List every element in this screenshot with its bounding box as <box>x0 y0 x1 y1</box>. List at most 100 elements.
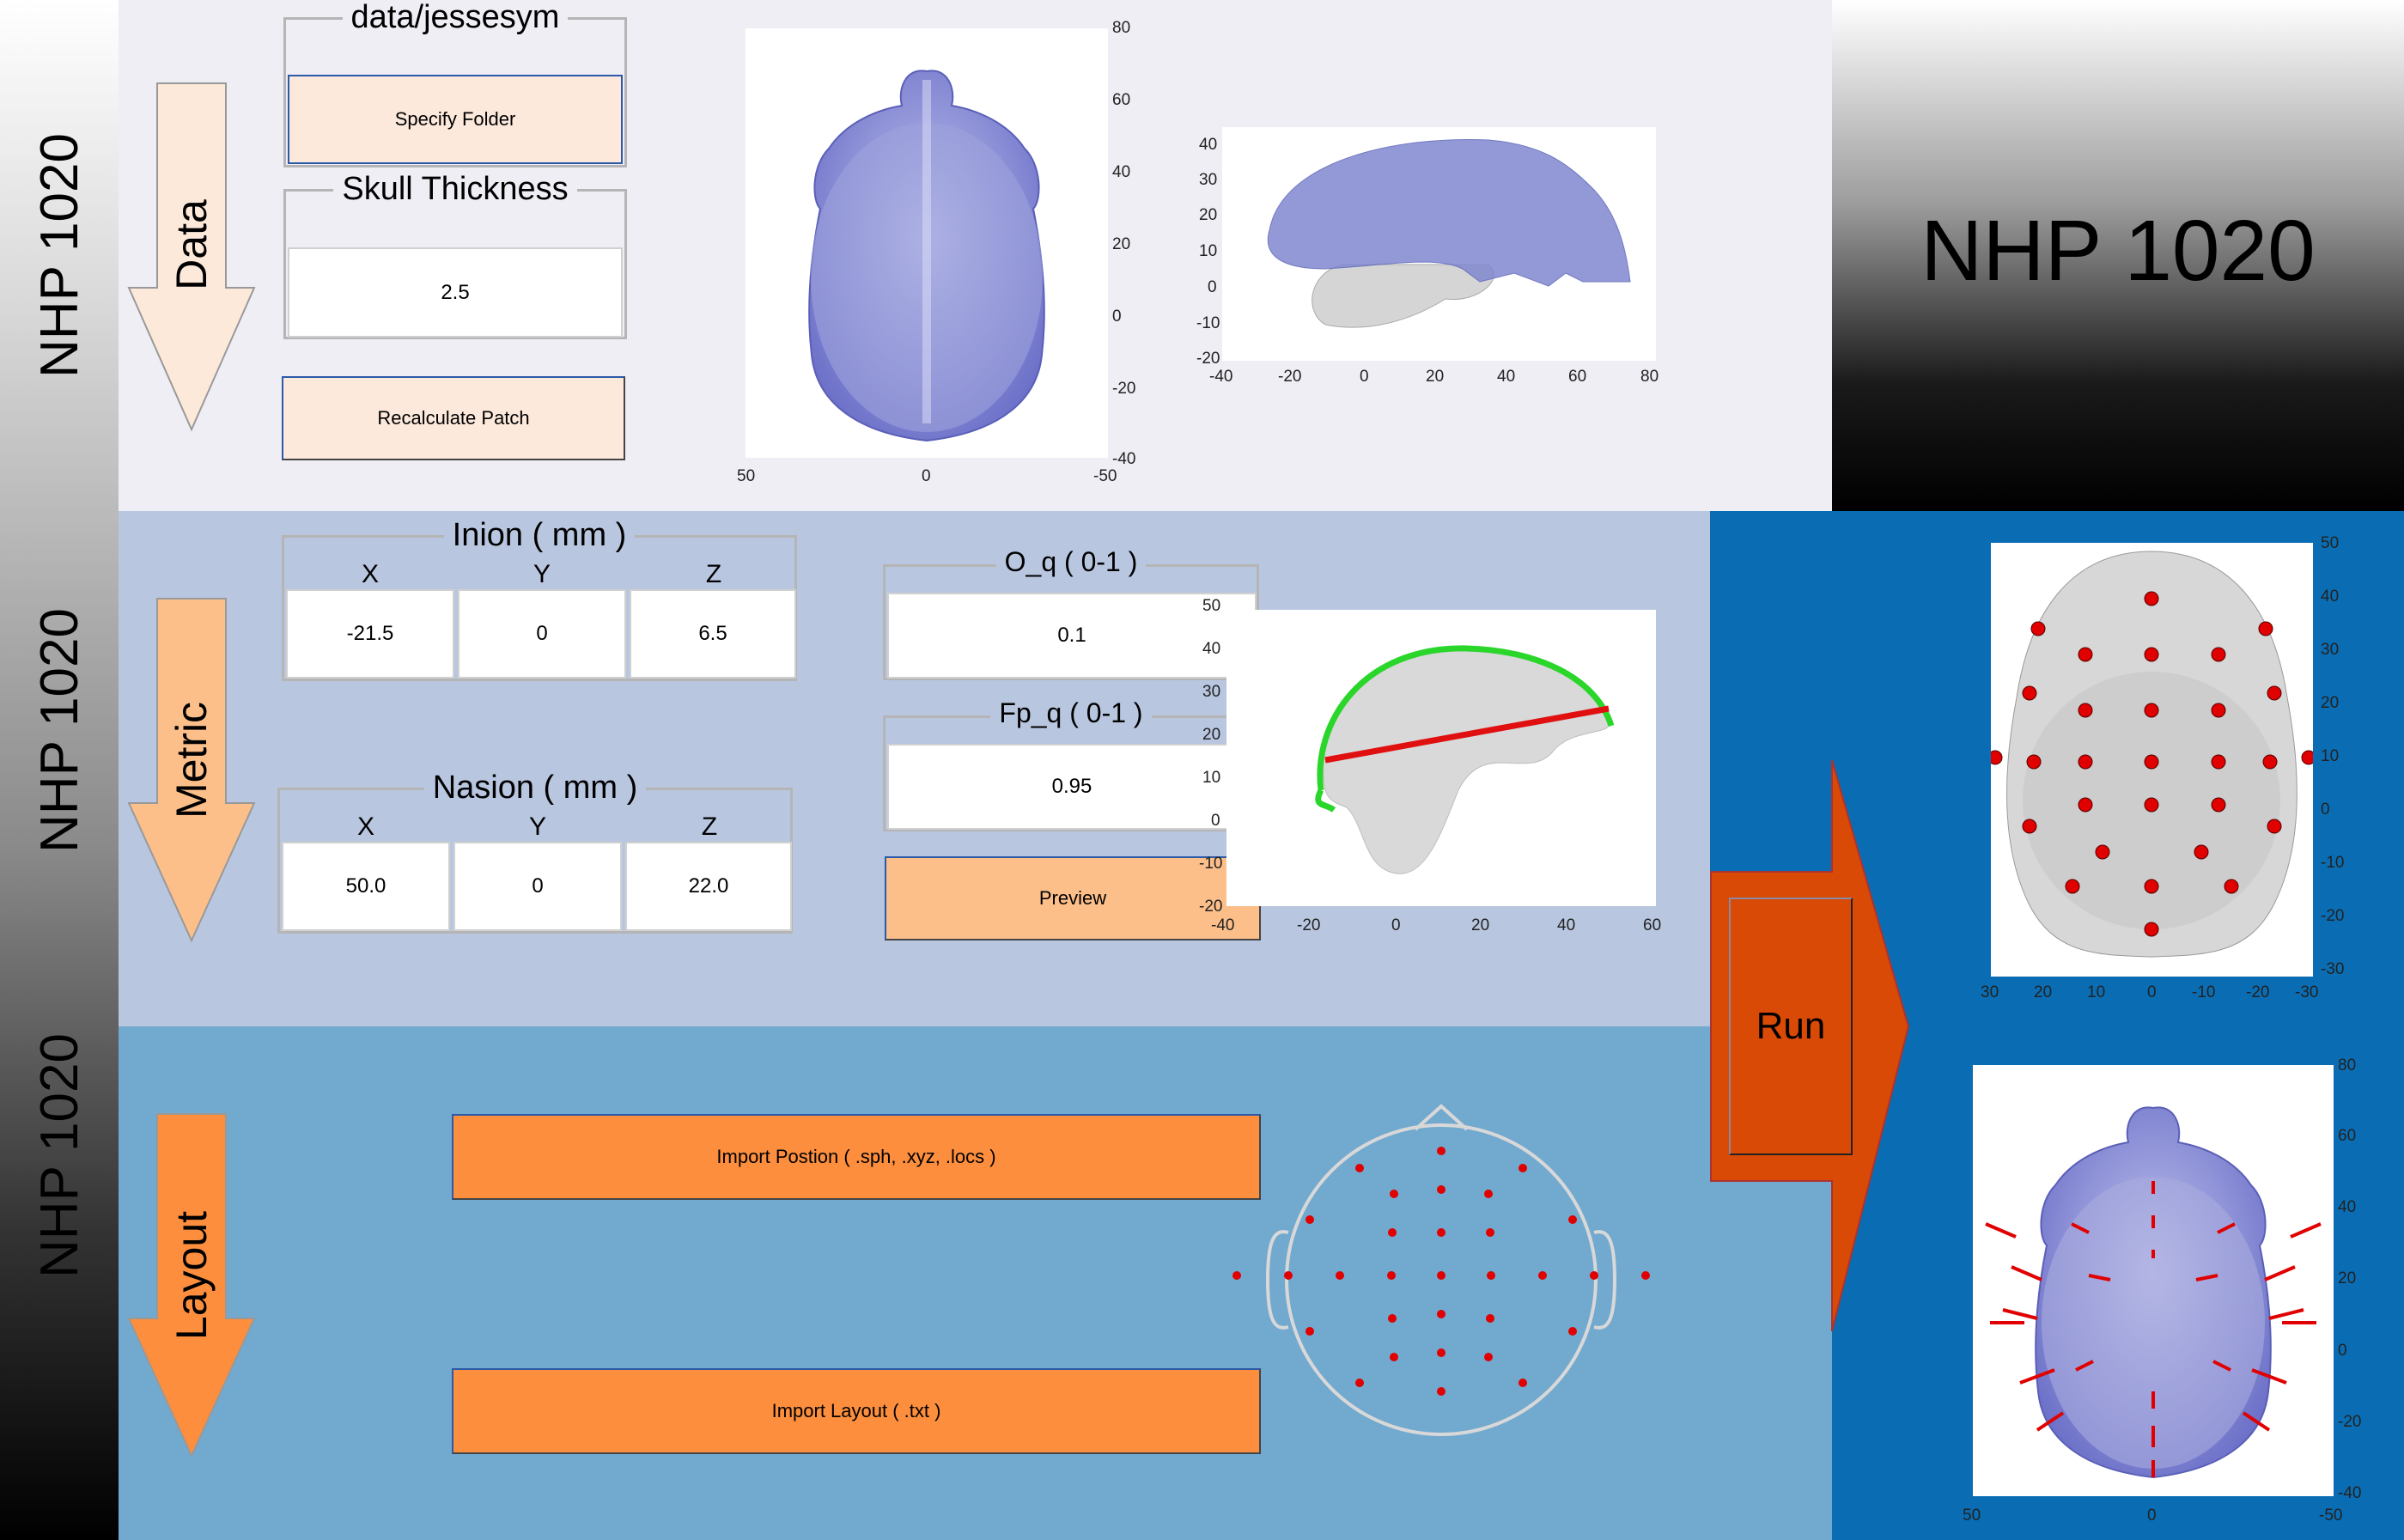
tick-label: 20 <box>2338 1269 2357 1287</box>
skull-side-view-plot <box>1222 127 1656 361</box>
tick-label: 40 <box>2338 1198 2357 1216</box>
nasion-y-label: Y <box>528 813 546 841</box>
skull-top-view-plot <box>746 28 1108 458</box>
recalculate-patch-button[interactable]: Recalculate Patch <box>282 376 625 460</box>
tick-label: -30 <box>2295 983 2319 1001</box>
tick-label: -50 <box>2319 1507 2343 1525</box>
inion-title: Inion ( mm ) <box>443 517 636 553</box>
title-panel <box>1832 0 2404 511</box>
side-title-2: NHP 1020 <box>29 607 89 853</box>
tick-label: 10 <box>1199 242 1218 260</box>
tick-label: -20 <box>2338 1413 2362 1431</box>
inion-z-input[interactable]: 6.5 <box>630 589 796 679</box>
tick-label: -50 <box>1093 467 1117 485</box>
tick-label: -20 <box>1112 380 1136 398</box>
tick-label: 20 <box>1202 726 1221 744</box>
layout-panel: Layout Import Postion ( .sph, .xyz, .loc… <box>119 1026 1832 1540</box>
fpq-title: Fp_q ( 0-1 ) <box>990 697 1152 728</box>
folder-group-title: data/jessesym <box>342 0 569 35</box>
app-title: NHP 1020 <box>1920 203 2316 299</box>
tick-label: 10 <box>2321 747 2340 765</box>
tick-label: 40 <box>1497 368 1516 386</box>
result-skull-electrodes-plot <box>1973 1065 2334 1496</box>
layout-step-arrow <box>127 1112 256 1460</box>
inion-group: Inion ( mm ) X Y Z -21.5 0 6.5 <box>282 517 797 681</box>
nasion-z-label: Z <box>701 813 718 841</box>
tick-label: -20 <box>2246 983 2270 1001</box>
tick-label: 10 <box>2087 983 2106 1001</box>
oq-group: O_q ( 0-1 ) 0.1 <box>883 546 1259 680</box>
oq-input[interactable]: 0.1 <box>887 593 1257 679</box>
tick-label: 20 <box>1199 206 1218 224</box>
preview-button[interactable]: Preview <box>885 856 1261 940</box>
inion-y-label: Y <box>533 560 551 588</box>
nasion-y-input[interactable]: 0 <box>453 842 622 931</box>
inion-x-label: X <box>361 560 379 588</box>
tick-label: -30 <box>2321 960 2345 978</box>
tick-label: 40 <box>2321 587 2340 606</box>
inion-z-label: Z <box>705 560 722 588</box>
tick-label: -10 <box>2321 854 2345 872</box>
tick-label: 0 <box>2338 1342 2347 1360</box>
tick-label: 0 <box>2321 800 2330 819</box>
skull-side-view-image <box>1267 139 1631 328</box>
tick-label: -40 <box>1209 368 1233 386</box>
tick-label: 0 <box>1208 278 1217 296</box>
tick-label: -40 <box>1211 916 1235 934</box>
metric-step-label: Metric <box>167 701 216 819</box>
import-position-button[interactable]: Import Postion ( .sph, .xyz, .locs ) <box>452 1114 1261 1200</box>
metric-preview-plot <box>1226 610 1656 906</box>
nasion-title: Nasion ( mm ) <box>423 770 647 806</box>
tick-label: -20 <box>1196 350 1220 368</box>
nasion-z-input[interactable]: 22.0 <box>625 842 792 931</box>
tick-label: 20 <box>2034 983 2053 1001</box>
nasion-x-label: X <box>356 813 374 841</box>
folder-group: data/jessesym Specify Folder <box>283 0 627 167</box>
tick-label: 60 <box>1112 91 1131 109</box>
run-button[interactable]: Run <box>1729 898 1853 1155</box>
tick-label: 40 <box>1202 640 1221 658</box>
tick-label: -20 <box>2321 907 2345 925</box>
tick-label: 0 <box>2147 1507 2157 1525</box>
left-title-bar: NHP 1020 NHP 1020 NHP 1020 <box>0 0 119 1540</box>
side-title-1: NHP 1020 <box>29 133 89 378</box>
skull-thickness-input[interactable]: 2.5 <box>288 247 623 338</box>
tick-label: -10 <box>1196 314 1220 332</box>
tick-label: -10 <box>2192 983 2216 1001</box>
tick-label: 40 <box>1199 136 1218 154</box>
inion-y-input[interactable]: 0 <box>458 589 626 679</box>
tick-label: 60 <box>1643 916 1662 934</box>
tick-label: 0 <box>1360 368 1369 386</box>
side-title-3: NHP 1020 <box>29 1032 89 1278</box>
import-layout-button[interactable]: Import Layout ( .txt ) <box>452 1368 1261 1454</box>
fpq-group: Fp_q ( 0-1 ) 0.95 <box>883 697 1259 831</box>
nasion-x-input[interactable]: 50.0 <box>282 842 450 931</box>
result-skull-electrodes-image <box>1985 1106 2322 1479</box>
tick-label: 80 <box>2338 1056 2357 1074</box>
tick-label: 30 <box>1199 171 1218 189</box>
layout-step-label: Layout <box>167 1210 216 1341</box>
tick-label: 20 <box>1112 235 1131 253</box>
tick-label: -20 <box>1199 898 1223 916</box>
data-step-arrow <box>127 82 256 434</box>
tick-label: 20 <box>1426 368 1445 386</box>
tick-label: 50 <box>1963 1507 1981 1525</box>
tick-label: 0 <box>922 467 931 485</box>
tick-label: -20 <box>1278 368 1302 386</box>
tick-label: 60 <box>2338 1127 2357 1145</box>
electrode-layout-diagram <box>1226 1099 1656 1477</box>
data-step-label: Data <box>167 199 216 290</box>
tick-label: 40 <box>1112 163 1131 181</box>
tick-label: 10 <box>1202 769 1221 787</box>
tick-label: 30 <box>1202 683 1221 701</box>
skull-thickness-group: Skull Thickness 2.5 <box>283 171 627 339</box>
tick-label: 30 <box>2321 641 2340 659</box>
tick-label: 0 <box>1391 916 1401 934</box>
tick-label: 50 <box>737 467 756 485</box>
oq-title: O_q ( 0-1 ) <box>995 546 1147 577</box>
fpq-input[interactable]: 0.95 <box>887 744 1257 830</box>
tick-label: 60 <box>1568 368 1587 386</box>
specify-folder-button[interactable]: Specify Folder <box>288 75 623 164</box>
result-top-view-image <box>1987 551 2316 958</box>
inion-x-input[interactable]: -21.5 <box>286 589 454 679</box>
